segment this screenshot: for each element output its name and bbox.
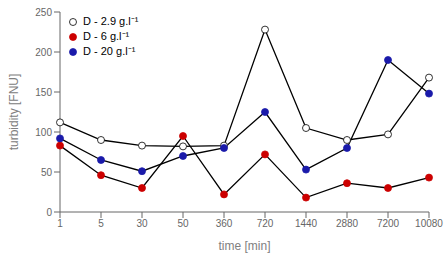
- svg-text:250: 250: [35, 7, 52, 18]
- svg-text:turbidity [FNU]: turbidity [FNU]: [8, 74, 21, 151]
- svg-text:1: 1: [57, 218, 63, 229]
- svg-text:5: 5: [98, 218, 104, 229]
- svg-text:0: 0: [46, 207, 52, 218]
- svg-text:time [min]: time [min]: [218, 239, 270, 253]
- svg-text:30: 30: [136, 218, 148, 229]
- svg-text:7200: 7200: [377, 218, 400, 229]
- svg-text:360: 360: [216, 218, 233, 229]
- svg-text:720: 720: [257, 218, 274, 229]
- svg-text:200: 200: [35, 47, 52, 58]
- svg-text:2880: 2880: [336, 218, 359, 229]
- html-text:D - 6 g.l⁻¹: D - 6 g.l⁻¹: [83, 30, 130, 42]
- svg-text:1440: 1440: [295, 218, 318, 229]
- svg-text:10080: 10080: [415, 218, 437, 229]
- svg-text:150: 150: [35, 87, 52, 98]
- html-text:D - 2.9 g.l⁻¹: D - 2.9 g.l⁻¹: [83, 15, 139, 27]
- svg-text:100: 100: [35, 127, 52, 138]
- svg-text:50: 50: [41, 167, 53, 178]
- svg-text:50: 50: [177, 218, 189, 229]
- html-text:D - 20 g.l⁻¹: D - 20 g.l⁻¹: [83, 45, 136, 57]
